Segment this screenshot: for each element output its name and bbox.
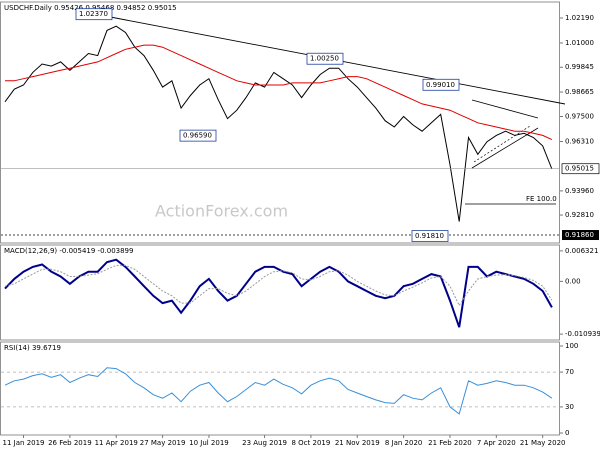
x-tick-label: 21 Feb 2020 bbox=[428, 439, 472, 447]
annotation-label: 0.96590 bbox=[183, 132, 212, 140]
annotation-box bbox=[306, 52, 344, 65]
y-tick-label: -0.010939 bbox=[565, 330, 600, 338]
annotation-box bbox=[422, 78, 460, 91]
x-tick-label: 23 Aug 2019 bbox=[242, 439, 287, 447]
y-tick-label: 70 bbox=[565, 368, 574, 376]
price-header: USDCHF.Daily 0.95426 0.95468 0.94852 0.9… bbox=[4, 4, 177, 12]
rsi-header: RSI(14) 39.6719 bbox=[4, 344, 61, 352]
x-tick-label: 27 May 2019 bbox=[140, 439, 186, 447]
y-tick-label: 0 bbox=[565, 429, 569, 437]
macd-panel bbox=[0, 244, 560, 341]
x-tick-label: 11 Apr 2019 bbox=[95, 439, 138, 447]
rsi-panel bbox=[0, 341, 560, 436]
y-tick-label: 0.006321 bbox=[565, 247, 598, 255]
price-panel bbox=[0, 1, 560, 244]
annotation-label: 0.91810 bbox=[415, 232, 444, 240]
annotation-box bbox=[411, 230, 449, 242]
y-tick-label: 30 bbox=[565, 403, 574, 411]
x-tick-label: 7 Apr 2020 bbox=[477, 439, 516, 447]
x-tick-label: 21 Nov 2019 bbox=[335, 439, 380, 447]
y-tick-label: 0.93960 bbox=[565, 187, 594, 195]
macd-header: MACD(12,26,9) -0.005419 -0.003899 bbox=[4, 247, 133, 255]
y-tick-label: 0.97500 bbox=[565, 113, 594, 121]
x-tick-label: 10 Jul 2019 bbox=[189, 439, 229, 447]
series-line bbox=[5, 44, 553, 141]
y-tick-label: 1.01000 bbox=[565, 39, 594, 47]
y-tick-label: 0.96310 bbox=[565, 138, 594, 146]
fe-label: FE 100.0 bbox=[526, 195, 557, 203]
annotation-label: 1.00250 bbox=[310, 55, 339, 63]
annotation-label: 0.99010 bbox=[426, 81, 455, 89]
x-tick-label: 8 Jan 2020 bbox=[385, 439, 423, 447]
y-tick-label: 0.92810 bbox=[565, 211, 594, 219]
y-tick-label: 0.00 bbox=[565, 277, 581, 285]
annotation-box bbox=[179, 129, 217, 142]
support-box bbox=[562, 230, 599, 241]
x-tick-label: 21 May 2020 bbox=[520, 439, 566, 447]
series-line bbox=[4, 25, 553, 222]
y-tick-label: 0.99845 bbox=[565, 63, 594, 71]
x-tick-label: 11 Jan 2019 bbox=[3, 439, 45, 447]
last-price-box bbox=[561, 163, 600, 175]
y-tick-label: 0.98665 bbox=[565, 88, 594, 96]
series-line bbox=[4, 367, 553, 415]
last-price-label: 0.95015 bbox=[565, 165, 594, 173]
x-tick-label: 8 Oct 2019 bbox=[291, 439, 330, 447]
series-line bbox=[4, 258, 553, 328]
triangle-mid bbox=[473, 125, 531, 163]
x-tick-label: 26 Feb 2019 bbox=[48, 439, 92, 447]
triangle-upper bbox=[471, 99, 539, 119]
support-label: 0.91860 bbox=[565, 231, 594, 239]
watermark: ActionForex.com bbox=[155, 202, 288, 221]
y-tick-label: 1.02190 bbox=[565, 14, 594, 22]
y-tick-label: 100 bbox=[565, 342, 578, 350]
annotation-label: 1.02370 bbox=[79, 10, 108, 18]
annotation-box bbox=[75, 8, 113, 21]
